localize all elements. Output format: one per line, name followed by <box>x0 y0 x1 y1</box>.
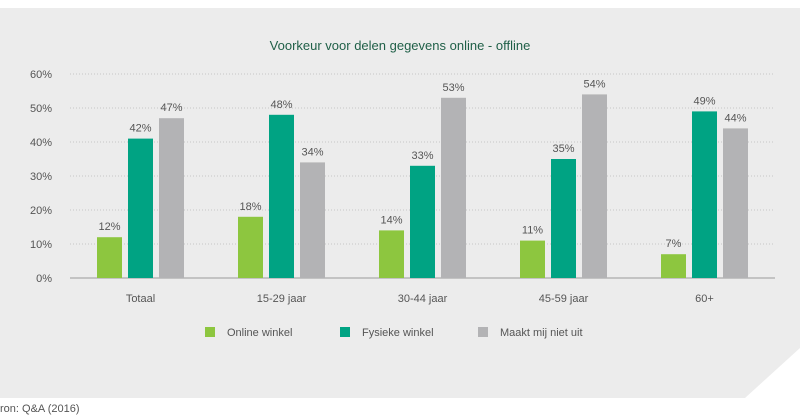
bar-fysieke-winkel <box>269 114 294 278</box>
x-tick-label: 60+ <box>695 293 714 305</box>
data-label: 14% <box>380 214 402 226</box>
bar-fysieke-winkel <box>692 111 717 279</box>
x-tick-label: 30-44 jaar <box>398 293 448 305</box>
bar-maakt-mij-niet-uit <box>723 128 748 278</box>
legend-label: Maakt mij niet uit <box>500 327 583 339</box>
chart-title: Voorkeur voor delen gegevens online - of… <box>270 38 531 53</box>
bar-maakt-mij-niet-uit <box>300 162 325 278</box>
x-tick-label: 15-29 jaar <box>257 293 307 305</box>
bars: 12% 42% 47% 18% 48% 34% 14% 33% 53% 11% 35% 54% 7% 49… <box>97 78 748 279</box>
data-label: 44% <box>724 112 746 124</box>
bar-fysieke-winkel <box>551 159 576 278</box>
bar-fysieke-winkel <box>128 138 153 278</box>
data-label: 34% <box>301 146 323 158</box>
data-label: 11% <box>522 225 543 237</box>
legend-label: Online winkel <box>227 327 292 339</box>
data-label: 35% <box>552 143 574 155</box>
legend-label: Fysieke winkel <box>362 327 434 339</box>
bar-online-winkel <box>661 254 686 278</box>
data-label: 49% <box>693 95 715 107</box>
legend: Online winkel Fysieke winkel Maakt mij nie… <box>205 327 583 339</box>
data-label: 33% <box>411 150 433 162</box>
x-tick-label: 45-59 jaar <box>539 293 589 305</box>
bar-maakt-mij-niet-uit <box>159 118 184 278</box>
x-tick-label: Totaal <box>126 293 155 305</box>
y-tick-label: 0% <box>36 273 52 285</box>
data-label: 42% <box>129 123 151 135</box>
y-tick-label: 10% <box>30 239 52 251</box>
legend-swatch <box>205 327 215 337</box>
y-tick-label: 50% <box>30 103 52 115</box>
data-label: 54% <box>583 78 605 90</box>
data-label: 7% <box>666 238 682 250</box>
data-label: 53% <box>442 82 464 94</box>
data-label: 12% <box>98 221 120 233</box>
data-label: 47% <box>160 102 182 114</box>
legend-swatch <box>478 327 488 337</box>
y-tick-label: 20% <box>30 205 52 217</box>
bar-online-winkel <box>520 240 545 278</box>
bar-maakt-mij-niet-uit <box>582 94 607 279</box>
bar-online-winkel <box>97 237 122 278</box>
data-label: 18% <box>239 201 261 213</box>
bar-fysieke-winkel <box>410 165 435 278</box>
y-tick-label: 30% <box>30 171 52 183</box>
legend-swatch <box>340 327 350 337</box>
y-tick-label: 60% <box>30 69 52 81</box>
x-axis: Totaal 15-29 jaar 30-44 jaar 45-59 jaar 60+ <box>126 293 714 305</box>
source-note: ron: Q&A (2016) <box>0 403 80 415</box>
y-tick-label: 40% <box>30 137 52 149</box>
data-label: 48% <box>270 99 292 111</box>
bar-maakt-mij-niet-uit <box>441 97 466 278</box>
bar-online-winkel <box>238 216 263 278</box>
bar-online-winkel <box>379 230 404 278</box>
y-axis: 0% 10% 20% 30% 40% 50% 60% <box>30 69 52 285</box>
